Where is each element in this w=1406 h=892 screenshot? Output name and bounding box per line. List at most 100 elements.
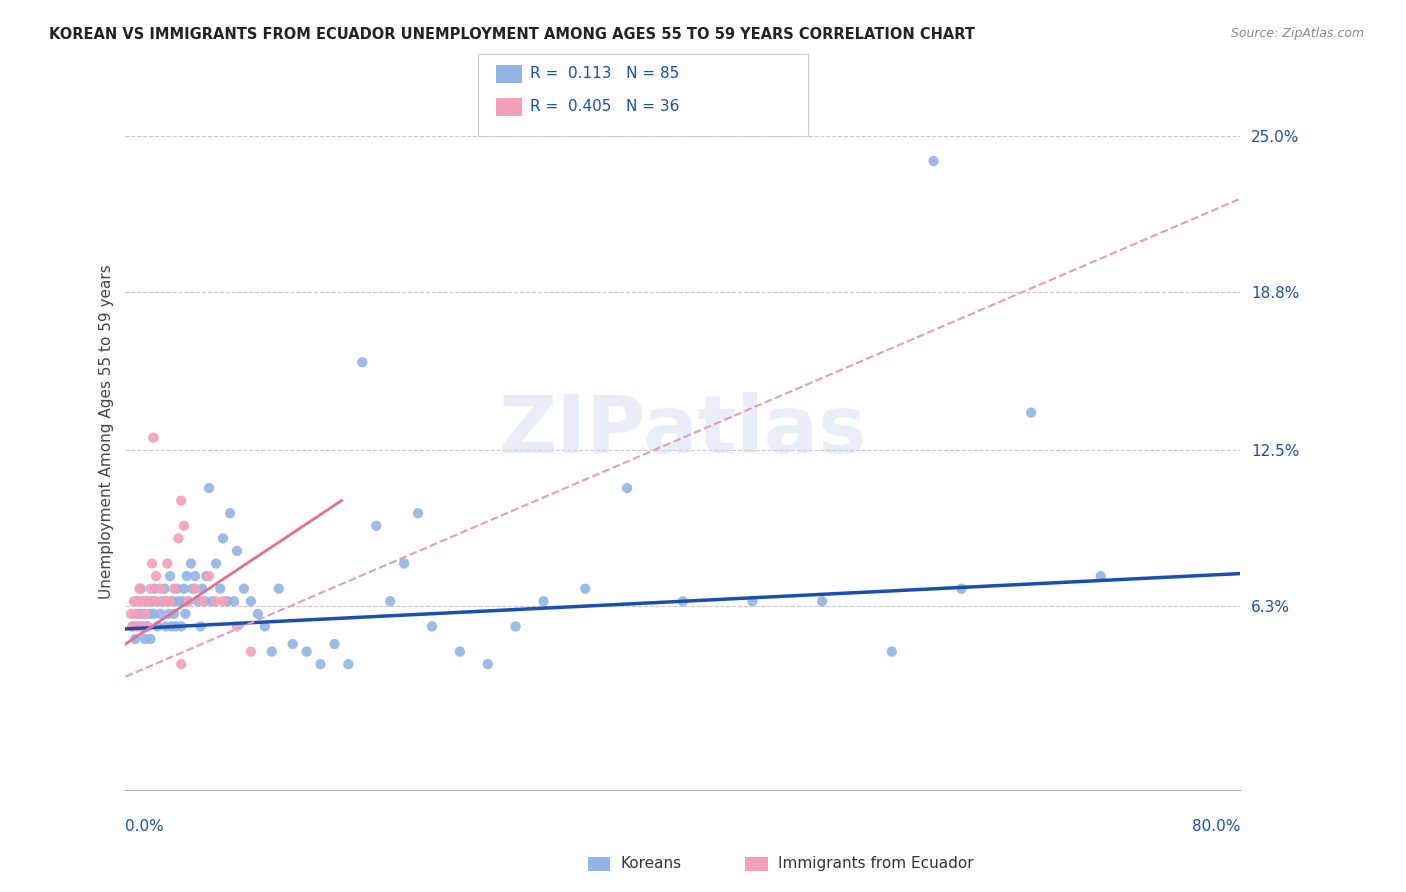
Point [180, 557, 202, 571]
Point [172, 594, 194, 608]
Point [260, 644, 283, 658]
Point [163, 582, 186, 596]
Point [139, 632, 162, 646]
Text: ZIPatlas: ZIPatlas [499, 392, 868, 470]
Point [129, 594, 152, 608]
Point [170, 657, 193, 672]
Point [159, 569, 181, 583]
Point [1019, 406, 1042, 420]
Point [131, 607, 153, 621]
Point [212, 594, 235, 608]
Point [950, 582, 973, 596]
Point [880, 644, 903, 658]
Point [811, 594, 834, 608]
Point [145, 594, 167, 608]
Point [143, 594, 166, 608]
Point [232, 582, 254, 596]
Point [134, 632, 156, 646]
Y-axis label: Unemployment Among Ages 55 to 59 years: Unemployment Among Ages 55 to 59 years [100, 264, 114, 599]
Point [194, 594, 217, 608]
Point [1090, 569, 1112, 583]
Point [145, 569, 167, 583]
Point [142, 594, 165, 608]
Text: Immigrants from Ecuador: Immigrants from Ecuador [778, 856, 973, 871]
Point [170, 493, 193, 508]
Point [323, 637, 346, 651]
Point [201, 594, 224, 608]
Point [449, 644, 471, 658]
Text: R =  0.113   N = 85: R = 0.113 N = 85 [530, 66, 679, 80]
Point [253, 619, 276, 633]
Point [127, 594, 149, 608]
Point [125, 594, 148, 608]
Point [190, 619, 212, 633]
Point [146, 619, 169, 633]
Point [177, 594, 200, 608]
Text: 80.0%: 80.0% [1192, 819, 1240, 834]
Point [191, 582, 214, 596]
Point [184, 569, 207, 583]
Point [198, 569, 221, 583]
Point [156, 594, 179, 608]
Point [309, 657, 332, 672]
Point [420, 619, 443, 633]
Point [143, 582, 166, 596]
Point [226, 544, 249, 558]
Point [141, 557, 163, 571]
Point [191, 594, 214, 608]
Point [267, 582, 290, 596]
Point [616, 481, 638, 495]
Point [366, 518, 388, 533]
Point [212, 532, 235, 546]
Point [153, 582, 176, 596]
Point [132, 619, 155, 633]
Point [121, 619, 143, 633]
Point [672, 594, 695, 608]
Point [224, 594, 246, 608]
Point [392, 557, 415, 571]
Point [131, 619, 153, 633]
Point [533, 594, 555, 608]
Point [176, 569, 198, 583]
Point [217, 594, 239, 608]
Point [163, 607, 186, 621]
Point [337, 657, 360, 672]
Text: KOREAN VS IMMIGRANTS FROM ECUADOR UNEMPLOYMENT AMONG AGES 55 TO 59 YEARS CORRELA: KOREAN VS IMMIGRANTS FROM ECUADOR UNEMPL… [49, 27, 976, 42]
Point [129, 582, 152, 596]
Point [149, 582, 172, 596]
Point [239, 644, 262, 658]
Point [141, 594, 163, 608]
Point [170, 619, 193, 633]
Text: 0.0%: 0.0% [125, 819, 165, 834]
Point [477, 657, 499, 672]
Point [138, 607, 160, 621]
Point [205, 594, 228, 608]
Point [246, 607, 269, 621]
Point [149, 607, 172, 621]
Point [159, 594, 181, 608]
Point [505, 619, 527, 633]
Point [153, 594, 176, 608]
Point [128, 619, 150, 633]
Point [574, 582, 596, 596]
Point [135, 594, 157, 608]
Point [209, 582, 232, 596]
Point [165, 619, 187, 633]
Point [181, 582, 204, 596]
Point [226, 619, 249, 633]
Point [352, 355, 374, 369]
Point [741, 594, 763, 608]
Point [150, 594, 173, 608]
Text: R =  0.405   N = 36: R = 0.405 N = 36 [530, 99, 679, 113]
Point [156, 557, 179, 571]
Text: Koreans: Koreans [620, 856, 681, 871]
Point [173, 582, 195, 596]
Point [121, 619, 143, 633]
Point [184, 582, 207, 596]
Point [174, 607, 197, 621]
Point [177, 594, 200, 608]
Point [134, 607, 156, 621]
Point [205, 557, 228, 571]
Point [406, 506, 429, 520]
Point [120, 607, 142, 621]
